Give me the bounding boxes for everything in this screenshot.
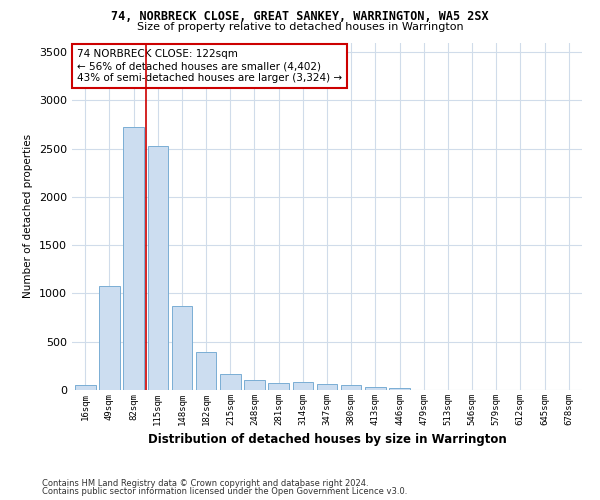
Y-axis label: Number of detached properties: Number of detached properties — [23, 134, 34, 298]
Bar — [124, 128, 144, 390]
Bar — [268, 383, 289, 390]
Bar — [99, 286, 120, 390]
Bar — [317, 384, 337, 390]
Text: Size of property relative to detached houses in Warrington: Size of property relative to detached ho… — [137, 22, 463, 32]
Bar — [341, 385, 361, 390]
Text: 74, NORBRECK CLOSE, GREAT SANKEY, WARRINGTON, WA5 2SX: 74, NORBRECK CLOSE, GREAT SANKEY, WARRIN… — [111, 10, 489, 23]
Bar — [75, 385, 95, 390]
Bar — [172, 306, 192, 390]
Bar — [244, 380, 265, 390]
Bar — [196, 352, 217, 390]
X-axis label: Distribution of detached houses by size in Warrington: Distribution of detached houses by size … — [148, 434, 506, 446]
Bar — [365, 387, 386, 390]
Bar — [220, 374, 241, 390]
Text: 74 NORBRECK CLOSE: 122sqm
← 56% of detached houses are smaller (4,402)
43% of se: 74 NORBRECK CLOSE: 122sqm ← 56% of detac… — [77, 50, 342, 82]
Text: Contains public sector information licensed under the Open Government Licence v3: Contains public sector information licen… — [42, 487, 407, 496]
Bar — [389, 388, 410, 390]
Bar — [293, 382, 313, 390]
Bar — [148, 146, 168, 390]
Text: Contains HM Land Registry data © Crown copyright and database right 2024.: Contains HM Land Registry data © Crown c… — [42, 478, 368, 488]
